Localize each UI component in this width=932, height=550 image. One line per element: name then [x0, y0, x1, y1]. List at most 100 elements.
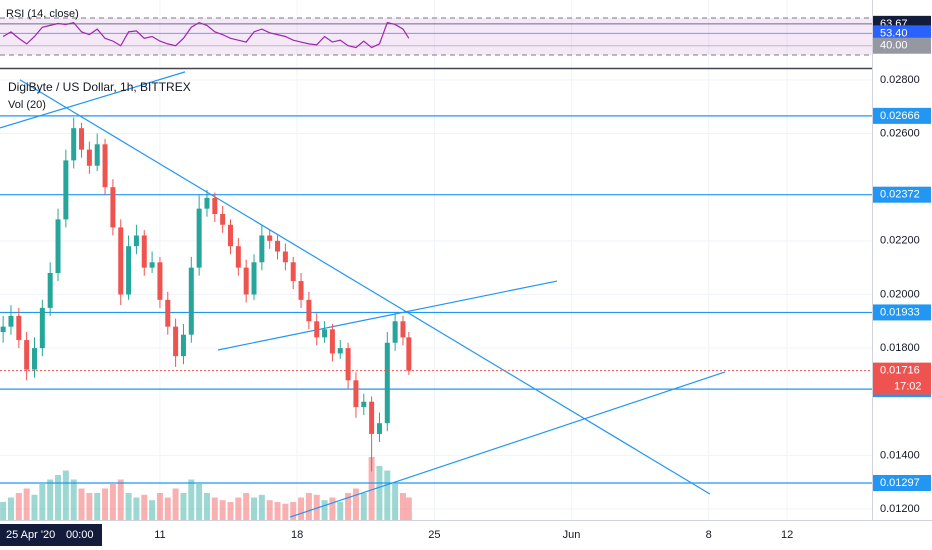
candle-body — [369, 401, 375, 434]
volume-title: Vol (20) — [8, 99, 46, 111]
volume-bar — [227, 502, 234, 520]
y-tick-label: 0.02200 — [880, 235, 920, 247]
candle-body — [47, 273, 53, 308]
rsi-title: RSI (14, close) — [6, 8, 79, 20]
candle-body — [118, 227, 124, 295]
candle-body — [188, 267, 194, 335]
volume-bar — [251, 497, 258, 520]
price-pane — [0, 71, 872, 518]
candle-body — [102, 144, 108, 188]
candle-body — [282, 251, 288, 263]
countdown: 17:02 — [894, 381, 922, 393]
volume-bar — [47, 479, 54, 520]
x-tick-label: 25 — [428, 529, 440, 541]
candle-body — [251, 262, 257, 295]
volume-bar — [15, 493, 22, 520]
volume-bar — [360, 493, 367, 520]
candle-body — [345, 348, 351, 381]
volume-bar — [0, 502, 7, 520]
candle-body — [361, 401, 367, 408]
candle-body — [353, 380, 359, 408]
y-tick-label: 0.01200 — [880, 503, 920, 515]
cursor-time: 00:00 — [66, 529, 94, 541]
candle-body — [298, 281, 304, 300]
candle-body — [0, 326, 6, 333]
time-axis — [0, 520, 932, 550]
candle-body — [384, 342, 390, 424]
y-tick-label: 0.01800 — [880, 342, 920, 354]
candle-body — [290, 262, 296, 282]
volume-bar — [313, 494, 320, 520]
volume-bar — [266, 500, 273, 520]
cursor-date: 25 Apr '20 — [6, 529, 55, 541]
rsi-line — [2, 21, 410, 49]
price-axis — [872, 0, 932, 550]
candle-body — [180, 334, 186, 357]
volume-bar — [392, 484, 399, 520]
volume-bar — [305, 493, 312, 520]
volume-pane — [0, 457, 412, 520]
candle-body — [133, 235, 139, 247]
volume-bar — [376, 466, 383, 520]
volume-bar — [117, 479, 124, 520]
chart-title: DigiByte / US Dollar, 1h, BITTREX — [8, 80, 191, 94]
price-level-tag — [873, 107, 931, 124]
price-level-tag — [873, 474, 931, 491]
x-tick-label: 18 — [291, 529, 303, 541]
candle-body — [24, 340, 30, 370]
volume-bar — [399, 493, 406, 520]
candle-body — [126, 246, 132, 295]
volume-bar — [172, 488, 179, 520]
candle-body — [329, 329, 335, 354]
rsi-tag — [873, 25, 931, 42]
volume-bar — [109, 484, 116, 520]
candle-body — [204, 197, 210, 209]
candle-body — [227, 224, 233, 247]
candle-body — [79, 128, 85, 150]
candle-body — [306, 299, 312, 322]
candle-body — [400, 321, 406, 338]
volume-bar — [62, 470, 69, 520]
candle-body — [406, 337, 412, 371]
current-price-label: 0.01716 — [880, 365, 920, 377]
current-price-tag — [873, 362, 931, 395]
volume-bar — [243, 493, 250, 520]
volume-bar — [7, 497, 14, 520]
candle-body — [63, 160, 69, 220]
volume-bar — [55, 475, 62, 520]
volume-bar — [274, 502, 281, 520]
volume-bar — [345, 493, 352, 520]
volume-bar — [141, 494, 148, 520]
volume-bar — [23, 488, 30, 520]
volume-bar — [133, 497, 140, 520]
candle-body — [94, 144, 100, 166]
volume-bar — [211, 497, 218, 520]
candle-body — [392, 321, 398, 343]
trend-line — [217, 280, 558, 351]
rsi-pane — [0, 17, 872, 56]
x-tick-label: 12 — [781, 529, 793, 541]
volume-bar — [180, 493, 187, 520]
trend-line — [289, 371, 726, 518]
y-tick-label: 0.02000 — [880, 288, 920, 300]
candle-body — [165, 299, 171, 327]
price-level-tag — [873, 304, 931, 321]
volume-bar — [282, 503, 289, 520]
volume-bar — [405, 497, 412, 520]
volume-bar — [86, 493, 93, 520]
candle-body — [31, 348, 37, 370]
candle-body — [71, 128, 77, 161]
x-tick-label: 11 — [154, 529, 165, 541]
volume-bar — [149, 500, 156, 520]
trend-line — [19, 79, 711, 495]
price-level-tag — [873, 186, 931, 203]
volume-bar — [368, 457, 375, 520]
candle-body — [16, 315, 22, 341]
volume-bar — [290, 502, 297, 520]
candle-body — [86, 149, 92, 166]
axes: 0.02800 0.02600 0.02200 0.02000 0.01800 0.014… — [154, 15, 931, 541]
y-tick-label: 0.01400 — [880, 449, 920, 461]
volume-bar — [352, 488, 359, 520]
price-level-label: 0.02666 — [880, 110, 920, 122]
